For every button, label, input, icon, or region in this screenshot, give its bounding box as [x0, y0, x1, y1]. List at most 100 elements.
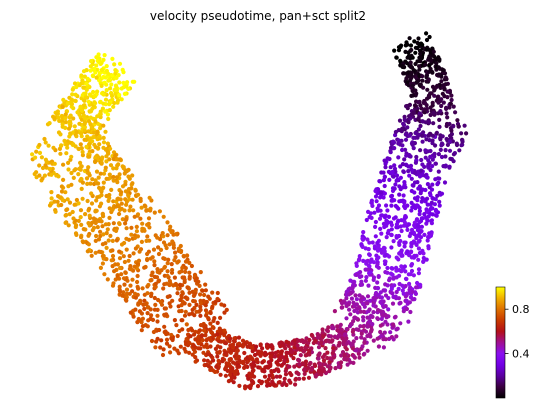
data-point: [159, 302, 165, 307]
data-point: [378, 329, 383, 335]
data-point: [430, 100, 435, 105]
data-point: [348, 291, 353, 296]
data-point: [231, 360, 236, 365]
data-point: [437, 203, 442, 208]
data-point: [387, 278, 392, 283]
data-point: [384, 218, 389, 223]
data-point: [427, 138, 432, 143]
data-point: [88, 181, 93, 186]
data-point: [373, 188, 378, 194]
data-point: [362, 351, 367, 356]
data-point: [148, 206, 153, 211]
data-point: [426, 119, 431, 124]
data-point: [129, 267, 134, 272]
data-point: [89, 59, 94, 64]
data-point: [103, 75, 108, 80]
data-point: [405, 125, 410, 130]
data-point: [375, 336, 380, 341]
data-point: [89, 191, 94, 196]
data-point: [120, 217, 125, 222]
data-point: [105, 277, 110, 282]
data-point: [404, 298, 409, 303]
data-point: [408, 60, 413, 65]
data-point: [214, 364, 219, 369]
data-point: [409, 75, 414, 81]
data-point: [96, 237, 102, 242]
data-point: [429, 218, 434, 223]
data-point: [343, 356, 348, 361]
data-point: [170, 239, 175, 244]
data-point: [433, 213, 438, 218]
data-point: [373, 292, 378, 297]
data-point: [307, 362, 312, 367]
data-point: [411, 183, 416, 188]
data-point: [188, 334, 193, 339]
data-point: [158, 247, 164, 252]
data-point: [182, 346, 187, 351]
data-point: [344, 316, 349, 321]
data-point: [168, 281, 173, 286]
data-point: [411, 135, 416, 140]
data-point: [119, 97, 124, 102]
data-point: [89, 220, 95, 225]
data-point: [43, 140, 48, 145]
data-point: [437, 58, 442, 63]
data-point: [52, 116, 57, 121]
data-point: [43, 163, 48, 168]
data-point: [109, 93, 115, 99]
data-point: [388, 148, 393, 154]
data-point: [104, 64, 109, 69]
data-point: [70, 209, 75, 215]
data-point: [457, 148, 462, 153]
data-point: [444, 111, 449, 116]
data-point: [40, 165, 46, 171]
data-point: [260, 360, 265, 365]
data-point: [451, 124, 456, 129]
data-point: [152, 210, 157, 215]
data-point: [129, 225, 134, 230]
data-point: [389, 193, 395, 198]
data-point: [394, 235, 399, 240]
data-point: [419, 224, 424, 229]
data-point: [104, 176, 109, 181]
data-point: [215, 320, 220, 325]
data-point: [124, 202, 129, 207]
data-point: [420, 119, 425, 124]
data-point: [409, 244, 414, 249]
data-point: [396, 257, 401, 262]
data-point: [375, 316, 381, 322]
data-point: [315, 335, 320, 340]
data-point: [101, 135, 106, 140]
data-point: [232, 339, 237, 344]
data-point: [406, 169, 411, 174]
data-point: [77, 83, 82, 88]
data-point: [193, 355, 198, 360]
data-point: [183, 269, 188, 274]
data-point: [155, 313, 160, 318]
data-point: [350, 329, 355, 334]
data-point: [392, 163, 397, 168]
data-point: [163, 306, 168, 311]
data-point: [165, 294, 170, 299]
data-point: [216, 335, 221, 340]
data-point: [126, 193, 131, 198]
data-point: [226, 361, 231, 366]
data-point: [175, 333, 180, 339]
data-point: [110, 207, 115, 212]
data-point: [438, 109, 443, 114]
data-point: [361, 318, 366, 323]
data-point: [123, 297, 128, 302]
data-point: [131, 251, 136, 256]
data-point: [90, 139, 95, 144]
data-point: [367, 319, 372, 324]
data-point: [409, 262, 415, 267]
data-point: [59, 202, 64, 208]
data-point: [80, 180, 85, 185]
data-point: [184, 342, 189, 347]
data-point: [445, 115, 450, 120]
data-point: [84, 68, 89, 73]
data-point: [378, 226, 383, 231]
data-point: [149, 293, 154, 299]
data-point: [412, 190, 417, 195]
data-point: [86, 221, 91, 226]
